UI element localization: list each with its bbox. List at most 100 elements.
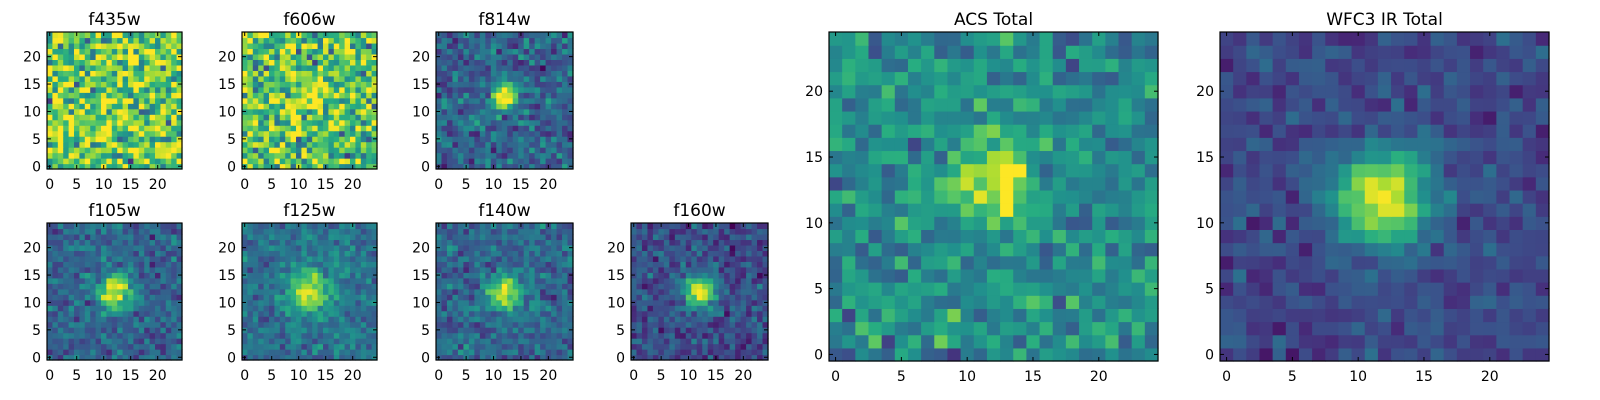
heatmap-cell bbox=[344, 103, 351, 110]
heatmap-cell bbox=[479, 327, 486, 334]
heatmap-cell bbox=[947, 321, 962, 336]
heatmap-cell bbox=[106, 354, 113, 361]
heatmap-cell bbox=[47, 321, 53, 328]
heatmap-cell bbox=[290, 223, 297, 230]
heatmap-cell bbox=[360, 136, 367, 143]
heatmap-cell bbox=[724, 343, 731, 350]
heatmap-cell bbox=[312, 239, 319, 246]
heatmap-cell bbox=[95, 119, 102, 126]
heatmap-cell bbox=[285, 42, 292, 50]
heatmap-cell bbox=[562, 288, 569, 295]
heatmap-cell bbox=[545, 141, 552, 148]
heatmap-cell bbox=[301, 228, 308, 235]
heatmap-cell bbox=[52, 92, 59, 99]
y-tick-label: 0 bbox=[32, 159, 41, 175]
heatmap-cell bbox=[523, 272, 530, 279]
heatmap-cell bbox=[133, 250, 140, 257]
heatmap-cell bbox=[122, 272, 129, 279]
heatmap-cell bbox=[960, 321, 975, 336]
heatmap-cell bbox=[258, 119, 265, 126]
heatmap-cell bbox=[562, 266, 569, 273]
heatmap-cell bbox=[529, 261, 536, 268]
heatmap-cell bbox=[512, 244, 519, 251]
heatmap-cell bbox=[669, 272, 676, 279]
heatmap-cell bbox=[106, 283, 113, 290]
heatmap-cell bbox=[339, 294, 346, 301]
heatmap-cell bbox=[641, 338, 649, 345]
heatmap-cell bbox=[301, 53, 308, 60]
heatmap-cell bbox=[171, 321, 178, 328]
heatmap-cell bbox=[138, 48, 145, 55]
heatmap-cell bbox=[360, 42, 367, 50]
heatmap-cell bbox=[529, 42, 536, 50]
heatmap-cell bbox=[128, 92, 134, 99]
heatmap-cell bbox=[534, 332, 541, 339]
heatmap-cell bbox=[111, 233, 118, 241]
heatmap-cell bbox=[155, 294, 161, 301]
heatmap-cell bbox=[463, 338, 470, 345]
heatmap-cell bbox=[101, 272, 107, 279]
heatmap-cell bbox=[171, 316, 178, 323]
heatmap-cell bbox=[47, 92, 53, 99]
heatmap-cell bbox=[350, 119, 356, 126]
heatmap-cell bbox=[441, 103, 448, 110]
heatmap-cell bbox=[247, 354, 254, 361]
heatmap-cell bbox=[556, 316, 563, 323]
heatmap-cell bbox=[252, 81, 259, 88]
heatmap-cell bbox=[452, 327, 459, 334]
heatmap-cell bbox=[95, 283, 102, 290]
heatmap-cell bbox=[446, 332, 454, 339]
heatmap-cell bbox=[90, 125, 97, 132]
heatmap-cell bbox=[366, 53, 373, 60]
y-tick-label: 10 bbox=[412, 295, 430, 311]
heatmap-cell bbox=[52, 354, 59, 361]
heatmap-cell bbox=[84, 233, 91, 241]
heatmap-cell bbox=[52, 75, 59, 82]
heatmap-cell bbox=[1013, 282, 1027, 296]
heatmap-cell bbox=[669, 310, 676, 317]
heatmap-cell bbox=[507, 152, 514, 159]
heatmap-cell bbox=[463, 305, 470, 312]
heatmap-cell bbox=[921, 308, 935, 323]
heatmap-cell bbox=[111, 261, 118, 268]
heatmap-cell bbox=[746, 316, 753, 323]
heatmap-cell bbox=[501, 277, 508, 284]
heatmap-cell bbox=[751, 244, 758, 251]
heatmap-cell bbox=[63, 75, 70, 82]
heatmap-cell bbox=[57, 125, 64, 132]
heatmap-cell bbox=[366, 343, 373, 350]
heatmap-cell bbox=[490, 53, 497, 60]
heatmap-cell bbox=[556, 288, 563, 295]
heatmap-cell bbox=[468, 310, 475, 317]
heatmap-cell bbox=[641, 332, 649, 339]
heatmap-cell bbox=[306, 244, 313, 251]
heatmap-cell bbox=[457, 48, 464, 55]
heatmap-cell bbox=[685, 349, 692, 356]
heatmap-cell bbox=[501, 305, 508, 312]
heatmap-cell bbox=[485, 48, 492, 55]
heatmap-cell bbox=[457, 266, 464, 273]
heatmap-cell bbox=[545, 316, 552, 323]
heatmap-cell bbox=[436, 152, 443, 159]
heatmap-cell bbox=[274, 64, 281, 71]
heatmap-cell bbox=[333, 327, 340, 334]
heatmap-cell bbox=[74, 136, 80, 143]
heatmap-cell bbox=[84, 53, 91, 60]
heatmap-cell bbox=[540, 244, 547, 251]
heatmap-cell bbox=[323, 310, 329, 317]
heatmap-cell bbox=[551, 305, 558, 312]
heatmap-cell bbox=[474, 266, 481, 273]
heatmap-cell bbox=[160, 327, 167, 334]
heatmap-cell bbox=[685, 261, 692, 268]
heatmap-cell bbox=[344, 81, 351, 88]
x-tick-label: 10 bbox=[95, 368, 113, 384]
heatmap-cell bbox=[301, 130, 308, 137]
heatmap-cell bbox=[290, 277, 297, 284]
heatmap-cell bbox=[556, 228, 563, 235]
heatmap-cell bbox=[702, 310, 709, 317]
heatmap-cell bbox=[317, 354, 324, 361]
heatmap-cell bbox=[160, 321, 167, 328]
x-tick-label: 5 bbox=[462, 177, 471, 193]
heatmap-cell bbox=[512, 250, 519, 257]
heatmap-cell bbox=[258, 327, 265, 334]
